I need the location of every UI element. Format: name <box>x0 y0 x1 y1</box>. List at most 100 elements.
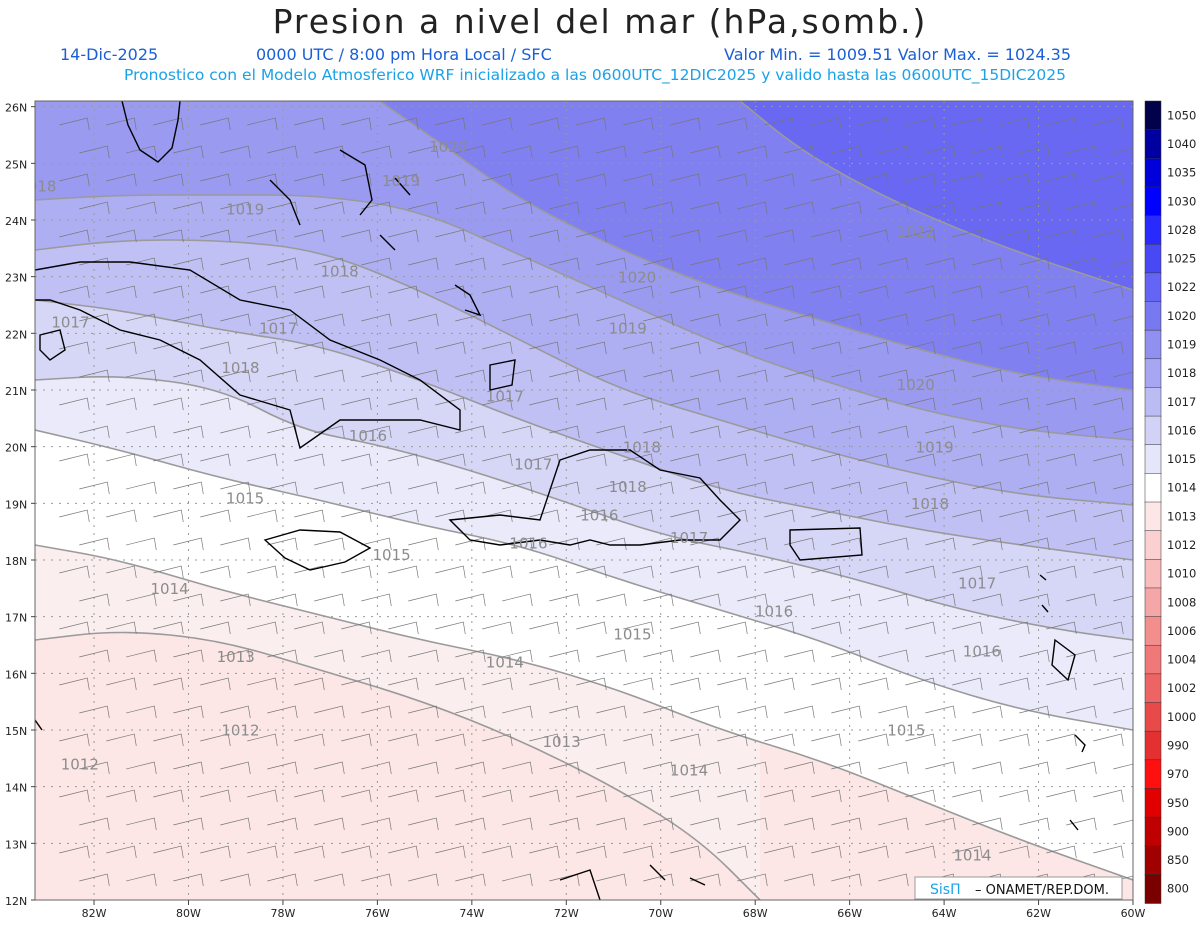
wind-barb <box>596 145 627 159</box>
wind-barb <box>1066 593 1097 607</box>
wind-barb <box>811 733 842 747</box>
wind-barb <box>596 705 627 719</box>
wind-barb <box>905 453 936 467</box>
wind-barb <box>220 481 251 495</box>
wind-barb <box>737 649 768 663</box>
isobar-line-17 <box>35 299 1133 561</box>
min-max-values: Valor Min. = 1009.51 Valor Max. = 1024.3… <box>724 45 1072 64</box>
colorbar-swatch <box>1144 158 1162 188</box>
lat-tick-label: 16N <box>5 668 27 681</box>
wind-barb <box>455 145 486 159</box>
wind-barb <box>764 789 795 803</box>
wind-barb <box>294 173 325 187</box>
isobar-label: 1014 <box>670 761 708 779</box>
wind-barb <box>878 481 909 495</box>
wind-barb <box>858 621 889 635</box>
wind-barb <box>267 201 298 215</box>
wind-barb <box>267 649 298 663</box>
lon-tick-label: 76W <box>365 907 390 920</box>
wind-barb <box>576 621 607 635</box>
wind-barb <box>267 145 298 159</box>
wind-barb <box>1046 845 1077 859</box>
isobar-line-16 <box>35 376 1133 641</box>
wind-barb <box>690 537 721 551</box>
colorbar-swatch <box>1144 874 1162 904</box>
colorbar-swatch <box>1144 329 1162 360</box>
wind-barb <box>247 733 278 747</box>
wind-barb <box>905 677 936 691</box>
wind-barb <box>831 313 862 327</box>
wind-barb <box>1019 201 1050 215</box>
wind-barb <box>999 621 1030 635</box>
wind-barb <box>59 677 90 691</box>
wind-barb <box>341 229 372 243</box>
lon-tick-label: 60W <box>1121 907 1146 920</box>
wind-barb <box>294 285 325 299</box>
lon-tick-label: 64W <box>932 907 957 920</box>
wind-barb <box>294 733 325 747</box>
lon-tick-label: 82W <box>82 907 107 920</box>
forecast-time: 0000 UTC / 8:00 pm Hora Local / SFC <box>256 45 552 64</box>
isobar-label: 1022 <box>897 223 935 241</box>
wind-barb <box>314 593 345 607</box>
wind-barb <box>764 397 795 411</box>
wind-barb <box>717 565 748 579</box>
isobar-label: 1016 <box>509 535 547 553</box>
wind-barb <box>455 537 486 551</box>
wind-barb <box>341 621 372 635</box>
wind-barb <box>173 257 204 271</box>
wind-barb <box>1046 229 1077 243</box>
wind-barb <box>173 649 204 663</box>
wind-barb <box>1019 481 1050 495</box>
wind-barb <box>361 593 392 607</box>
wind-barb <box>549 201 580 215</box>
wind-barb <box>200 509 231 523</box>
wind-barb <box>576 173 607 187</box>
wind-barb <box>858 733 889 747</box>
wind-barb <box>79 201 110 215</box>
wind-barb <box>972 817 1003 831</box>
coastline-segment <box>1039 574 1047 581</box>
wind-barb <box>294 509 325 523</box>
wind-barb <box>999 845 1030 859</box>
colorbar-swatch <box>1144 243 1162 274</box>
colorbar: 1050 1040 1035 1030 1028 1025 1022 1020 1019 1018… <box>1144 100 1196 904</box>
wind-barb <box>361 873 392 887</box>
wind-barb <box>764 453 795 467</box>
wind-barb <box>878 145 909 159</box>
isobar-label: 1014 <box>486 654 524 672</box>
colorbar-swatch <box>1144 759 1162 790</box>
wind-barb <box>643 649 674 663</box>
wind-barb <box>1093 621 1124 635</box>
wind-barb <box>623 509 654 523</box>
wind-barb <box>623 733 654 747</box>
isobar-label: 1017 <box>259 319 297 337</box>
wind-barb <box>764 229 795 243</box>
wind-barb <box>999 677 1030 691</box>
wind-barb <box>1046 621 1077 635</box>
wind-barb <box>529 789 560 803</box>
lat-tick-label: 22N <box>5 328 27 341</box>
wind-barb <box>200 565 231 579</box>
wind-barb <box>59 397 90 411</box>
wind-barb <box>1019 761 1050 775</box>
wind-barb <box>294 117 325 131</box>
wind-barb <box>670 341 701 355</box>
wind-barb <box>529 733 560 747</box>
isobar-label: 1019 <box>609 319 647 337</box>
wind-barb <box>737 425 768 439</box>
wind-barb <box>878 873 909 887</box>
wind-barb <box>79 761 110 775</box>
wind-barb <box>1113 539 1133 546</box>
wind-barb <box>1046 397 1077 411</box>
wind-barb <box>878 425 909 439</box>
colorbar-label: 1020 <box>1167 309 1196 323</box>
wind-barb <box>737 257 768 271</box>
wind-barb <box>341 453 372 467</box>
wind-barb <box>764 509 795 523</box>
wind-barb <box>972 145 1003 159</box>
coastline-segment <box>379 234 396 251</box>
wind-barb <box>247 565 278 579</box>
wind-barb <box>784 481 815 495</box>
wind-barb <box>925 257 956 271</box>
